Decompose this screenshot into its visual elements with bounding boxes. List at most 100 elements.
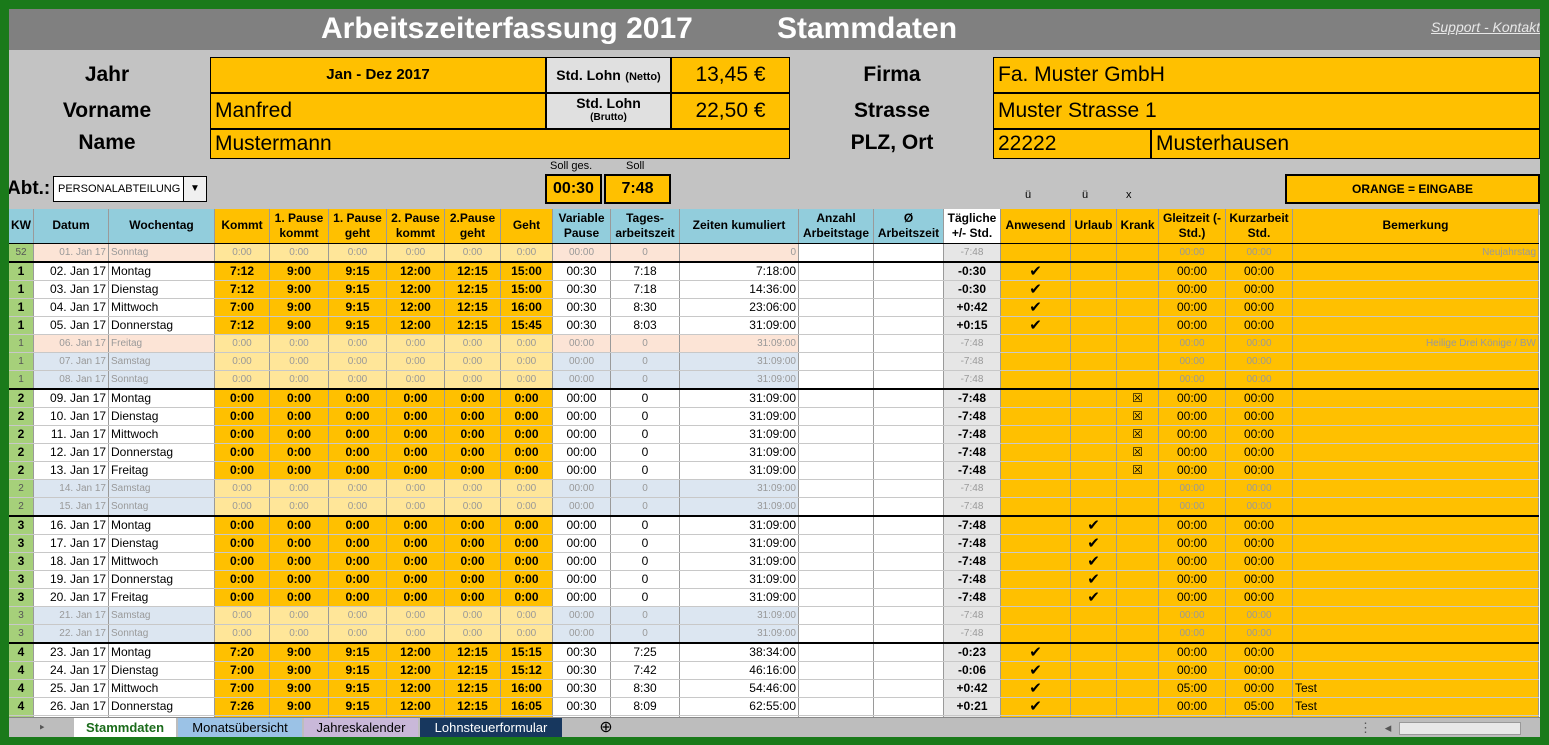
arrive-cell[interactable]: 0:00 xyxy=(214,370,270,389)
arrive-cell[interactable]: 7:00 xyxy=(214,661,270,680)
break2-end-cell[interactable]: 0:00 xyxy=(444,387,501,408)
vacation-cell[interactable] xyxy=(1070,298,1117,317)
arrive-cell[interactable]: 7:26 xyxy=(214,697,270,716)
leave-cell[interactable]: 16:05 xyxy=(500,697,553,716)
present-cell[interactable] xyxy=(1000,334,1071,353)
flextime-cell[interactable]: 00:00 xyxy=(1158,425,1226,444)
tab-stammdaten[interactable]: Stammdaten xyxy=(74,718,176,737)
flextime-cell[interactable]: 00:00 xyxy=(1158,624,1226,643)
present-cell[interactable]: ✔ xyxy=(1000,679,1071,698)
break1-start-cell[interactable]: 9:00 xyxy=(269,260,329,281)
arrive-cell[interactable]: 0:00 xyxy=(214,352,270,371)
vacation-cell[interactable] xyxy=(1070,497,1117,516)
sick-cell[interactable] xyxy=(1116,534,1159,553)
flextime-cell[interactable]: 00:00 xyxy=(1158,280,1226,299)
flextime-cell[interactable]: 00:00 xyxy=(1158,534,1226,553)
break2-start-cell[interactable]: 12:00 xyxy=(386,280,445,299)
present-cell[interactable]: ✔ xyxy=(1000,280,1071,299)
arrive-cell[interactable]: 0:00 xyxy=(214,407,270,426)
break1-start-cell[interactable]: 0:00 xyxy=(269,534,329,553)
sick-cell[interactable] xyxy=(1116,697,1159,716)
present-cell[interactable] xyxy=(1000,352,1071,371)
break1-start-cell[interactable]: 0:00 xyxy=(269,514,329,535)
present-cell[interactable] xyxy=(1000,534,1071,553)
break2-end-cell[interactable]: 12:15 xyxy=(444,316,501,335)
firstname-field[interactable]: Manfred xyxy=(210,93,546,129)
break1-start-cell[interactable]: 0:00 xyxy=(269,588,329,607)
break1-end-cell[interactable]: 9:15 xyxy=(328,697,387,716)
flextime-cell[interactable]: 00:00 xyxy=(1158,570,1226,589)
remark-cell[interactable] xyxy=(1292,497,1539,516)
break1-end-cell[interactable]: 0:00 xyxy=(328,624,387,643)
vacation-cell[interactable] xyxy=(1070,425,1117,444)
remark-cell[interactable] xyxy=(1292,443,1539,462)
break1-end-cell[interactable]: 0:00 xyxy=(328,534,387,553)
leave-cell[interactable]: 0:00 xyxy=(500,387,553,408)
present-cell[interactable] xyxy=(1000,552,1071,571)
leave-cell[interactable]: 15:00 xyxy=(500,260,553,281)
remark-cell[interactable] xyxy=(1292,461,1539,480)
shorttime-cell[interactable]: 00:00 xyxy=(1225,334,1293,353)
chevron-down-icon[interactable]: ▼ xyxy=(183,177,206,201)
break1-start-cell[interactable]: 9:00 xyxy=(269,641,329,662)
sick-cell[interactable] xyxy=(1116,280,1159,299)
arrive-cell[interactable]: 0:00 xyxy=(214,461,270,480)
break2-start-cell[interactable]: 0:00 xyxy=(386,534,445,553)
break2-end-cell[interactable]: 12:15 xyxy=(444,661,501,680)
arrive-cell[interactable]: 0:00 xyxy=(214,606,270,625)
break1-start-cell[interactable]: 0:00 xyxy=(269,425,329,444)
break2-start-cell[interactable]: 0:00 xyxy=(386,461,445,480)
leave-cell[interactable]: 0:00 xyxy=(500,407,553,426)
vacation-cell[interactable] xyxy=(1070,387,1117,408)
sick-cell[interactable]: ☒ xyxy=(1116,425,1159,444)
remark-cell[interactable] xyxy=(1292,641,1539,662)
remark-cell[interactable] xyxy=(1292,352,1539,371)
break2-start-cell[interactable]: 12:00 xyxy=(386,316,445,335)
break2-end-cell[interactable]: 0:00 xyxy=(444,243,501,262)
remark-cell[interactable] xyxy=(1292,298,1539,317)
break2-start-cell[interactable]: 0:00 xyxy=(386,606,445,625)
break1-end-cell[interactable]: 0:00 xyxy=(328,243,387,262)
remark-cell[interactable] xyxy=(1292,514,1539,535)
remark-cell[interactable] xyxy=(1292,260,1539,281)
break1-end-cell[interactable]: 9:15 xyxy=(328,260,387,281)
sick-cell[interactable] xyxy=(1116,661,1159,680)
shorttime-cell[interactable]: 00:00 xyxy=(1225,461,1293,480)
sick-cell[interactable] xyxy=(1116,243,1159,262)
flextime-cell[interactable]: 00:00 xyxy=(1158,697,1226,716)
leave-cell[interactable]: 0:00 xyxy=(500,552,553,571)
leave-cell[interactable]: 0:00 xyxy=(500,425,553,444)
vacation-cell[interactable] xyxy=(1070,606,1117,625)
break1-end-cell[interactable]: 0:00 xyxy=(328,407,387,426)
break2-start-cell[interactable]: 0:00 xyxy=(386,588,445,607)
wage-gross-field[interactable]: 22,50 € xyxy=(671,93,790,129)
sick-cell[interactable] xyxy=(1116,606,1159,625)
sick-cell[interactable] xyxy=(1116,497,1159,516)
target-total-field[interactable]: 00:30 xyxy=(545,174,602,204)
break2-end-cell[interactable]: 0:00 xyxy=(444,514,501,535)
break2-start-cell[interactable]: 12:00 xyxy=(386,661,445,680)
present-cell[interactable] xyxy=(1000,461,1071,480)
break2-start-cell[interactable]: 0:00 xyxy=(386,570,445,589)
present-cell[interactable]: ✔ xyxy=(1000,260,1071,281)
break1-start-cell[interactable]: 0:00 xyxy=(269,352,329,371)
arrive-cell[interactable]: 0:00 xyxy=(214,387,270,408)
remark-cell[interactable] xyxy=(1292,624,1539,643)
shorttime-cell[interactable]: 00:00 xyxy=(1225,624,1293,643)
leave-cell[interactable]: 15:00 xyxy=(500,280,553,299)
shorttime-cell[interactable]: 00:00 xyxy=(1225,280,1293,299)
add-sheet-icon[interactable]: ⊕ xyxy=(599,719,613,736)
break1-end-cell[interactable]: 9:15 xyxy=(328,679,387,698)
break1-start-cell[interactable]: 0:00 xyxy=(269,334,329,353)
remark-cell[interactable]: Heilige Drei Könige / BW xyxy=(1292,334,1539,353)
break2-start-cell[interactable]: 12:00 xyxy=(386,260,445,281)
break2-start-cell[interactable]: 0:00 xyxy=(386,514,445,535)
shorttime-cell[interactable]: 00:00 xyxy=(1225,387,1293,408)
remark-cell[interactable]: Test xyxy=(1292,679,1539,698)
arrive-cell[interactable]: 7:00 xyxy=(214,298,270,317)
break2-start-cell[interactable]: 0:00 xyxy=(386,552,445,571)
shorttime-cell[interactable]: 00:00 xyxy=(1225,588,1293,607)
vacation-cell[interactable] xyxy=(1070,479,1117,498)
remark-cell[interactable] xyxy=(1292,407,1539,426)
sick-cell[interactable]: ☒ xyxy=(1116,407,1159,426)
